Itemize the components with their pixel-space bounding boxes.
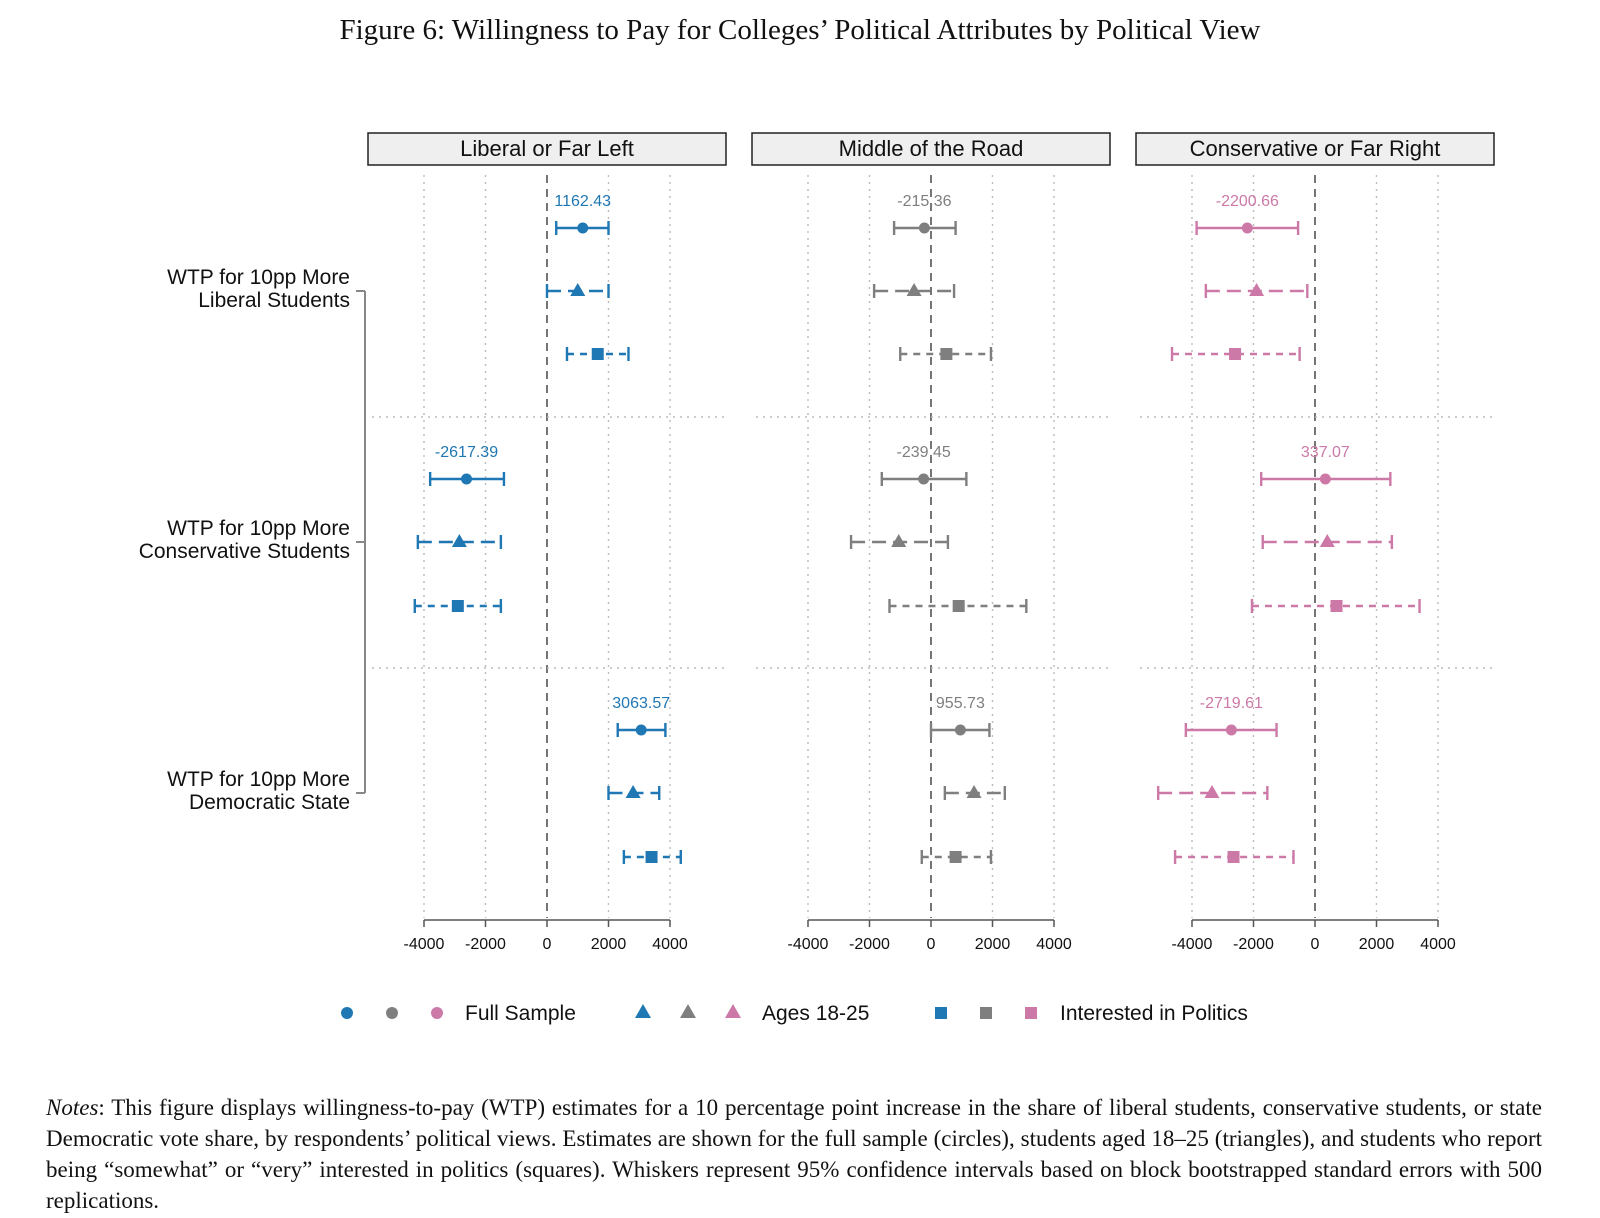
point-estimate-circle [635,724,647,736]
x-tick-label: -2000 [1233,936,1274,953]
point-estimate-triangle [1249,283,1265,296]
point-estimate-square [645,851,658,863]
legend-square-marker [935,1007,947,1019]
group-label: Liberal Students [198,289,350,312]
point-estimate-square [1227,851,1240,863]
point-estimate-triangle [966,785,982,798]
point-estimate-circle [1225,724,1237,736]
x-tick-label: 4000 [1036,936,1072,953]
point-estimate-triangle [451,534,467,547]
point-estimate-triangle [1204,785,1220,798]
legend-square-marker [980,1007,992,1019]
coefficient-chart: Liberal or Far Left -4000 -2000 0 2000 4000 11… [139,132,1495,1025]
point-estimate-triangle [1319,534,1335,547]
x-tick-label: 2000 [975,936,1011,953]
x-tick-label: 2000 [591,936,627,953]
point-estimate-square [1330,600,1343,612]
group-label: Democratic State [189,791,350,814]
estimate-value-label: 955.73 [936,695,985,712]
point-estimate-circle [918,222,930,234]
notes-text: : This figure displays willingness-to-pa… [46,1095,1542,1213]
x-tick-label: -4000 [788,936,829,953]
group-label: WTP for 10pp More [167,517,350,540]
estimate-value-label: -215.36 [897,193,951,210]
x-tick-label: -4000 [404,936,445,953]
x-tick-label: 0 [1311,936,1320,953]
legend-circle-marker [431,1007,443,1019]
estimate-value-label: -2200.66 [1216,193,1279,210]
point-estimate-triangle [570,283,586,296]
point-estimate-triangle [906,283,922,296]
figure-title: Figure 6: Willingness to Pay for College… [339,14,1261,46]
point-estimate-circle [461,473,473,485]
panel-title-2: Middle of the Road [839,136,1024,161]
estimate-value-label: -239.45 [897,444,951,461]
legend-label: Ages 18-25 [762,1002,869,1025]
panel-title-1: Liberal or Far Left [460,136,634,161]
point-estimate-square [591,348,604,360]
group-label: WTP for 10pp More [167,768,350,791]
estimate-value-label: 1162.43 [554,193,611,210]
legend-triangle-marker [725,1004,741,1018]
point-estimate-circle [954,724,966,736]
panel-header-2 [751,132,1111,166]
x-tick-label: -2000 [849,936,890,953]
panel-title-3: Conservative or Far Right [1190,136,1441,161]
estimate-value-label: 3063.57 [612,695,670,712]
panel-header-1 [367,132,727,166]
point-estimate-circle [918,473,930,485]
point-estimate-square [949,851,962,863]
legend-circle-marker [386,1007,398,1019]
legend-circle-marker [341,1007,353,1019]
point-estimate-square [940,348,953,360]
panel-header-3 [1135,132,1495,166]
x-tick-label: 4000 [652,936,688,953]
estimate-value-label: 337.07 [1301,444,1350,461]
x-tick-label: -4000 [1172,936,1213,953]
x-tick-label: 4000 [1420,936,1456,953]
point-estimate-square [1229,348,1242,360]
legend-label: Full Sample [465,1002,576,1025]
group-label: Conservative Students [139,540,350,563]
x-tick-label: 0 [927,936,936,953]
legend-square-marker [1025,1007,1037,1019]
point-estimate-circle [1319,473,1331,485]
legend-triangle-marker [635,1004,651,1018]
estimate-value-label: -2719.61 [1200,695,1263,712]
legend-triangle-marker [680,1004,696,1018]
x-tick-label: -2000 [465,936,506,953]
group-label: WTP for 10pp More [167,266,350,289]
legend-label: Interested in Politics [1060,1002,1248,1025]
point-estimate-circle [1241,222,1253,234]
point-estimate-square [451,600,464,612]
point-estimate-circle [577,222,589,234]
x-tick-label: 0 [543,936,552,953]
point-estimate-triangle [625,785,641,798]
figure-notes: Notes: This figure displays willingness-… [46,1092,1542,1216]
point-estimate-triangle [891,534,907,547]
x-tick-label: 2000 [1359,936,1395,953]
estimate-value-label: -2617.39 [435,444,498,461]
point-estimate-square [952,600,965,612]
notes-label: Notes [46,1095,99,1120]
